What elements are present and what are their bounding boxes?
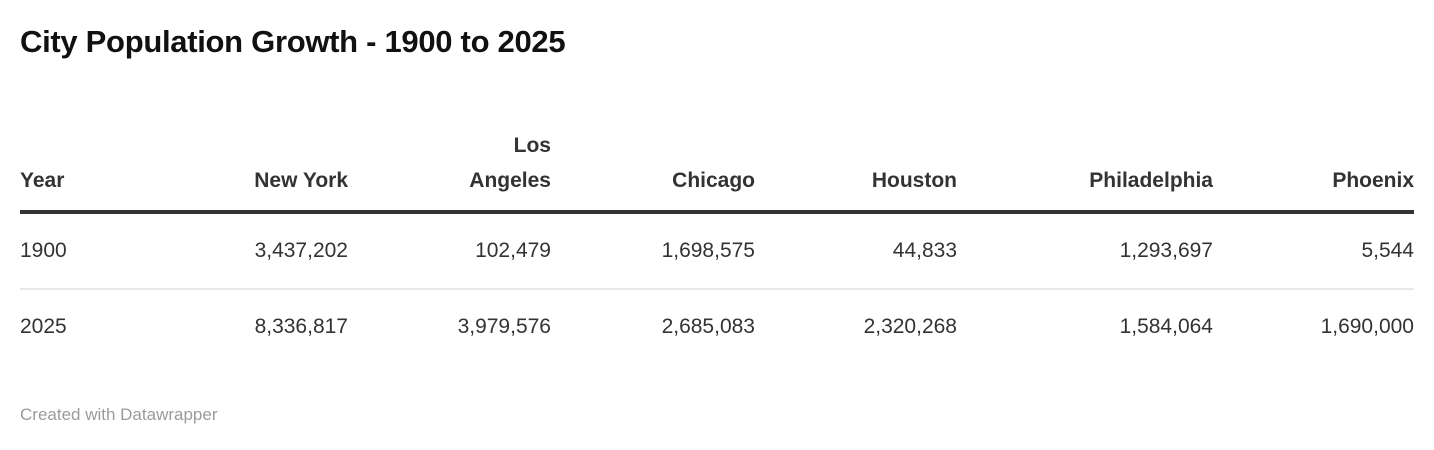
column-header-label: New York (254, 169, 348, 192)
table-header: Year New York Los Angeles Chicago Housto… (20, 116, 1414, 214)
table-body: 1900 3,437,202 102,479 1,698,575 44,833 … (20, 212, 1414, 364)
table-cell: 2,320,268 (863, 315, 957, 338)
table-cell: 3,437,202 (148, 212, 348, 290)
datawrapper-credit-link[interactable]: Created with Datawrapper (20, 405, 218, 424)
population-table: Year New York Los Angeles Chicago Housto… (20, 116, 1414, 364)
column-header-philadelphia: Philadelphia (957, 116, 1213, 214)
cell-year: 1900 (20, 212, 148, 290)
column-header-houston: Houston (755, 116, 957, 214)
table-cell: 5,544 (1213, 212, 1414, 290)
table-cell: 1,584,064 (1119, 315, 1213, 338)
column-header-label: Chicago (672, 169, 755, 192)
column-header-chicago: Chicago (551, 116, 755, 214)
table-cell: 1,293,697 (957, 212, 1213, 290)
column-header-label: Phoenix (1332, 169, 1414, 192)
table-row-2025: 2025 8,336,817 3,979,576 2,685,083 2,320… (20, 289, 1414, 364)
table-cell: 44,833 (755, 212, 957, 290)
chart-footer: Created with Datawrapper (20, 404, 1414, 426)
column-header-year: Year (20, 116, 148, 214)
column-header-label: Philadelphia (1089, 169, 1213, 192)
column-header-los-angeles: Los Angeles (348, 116, 551, 214)
table-cell: 102,479 (348, 212, 551, 290)
cell-year: 2025 (20, 315, 67, 338)
column-header-label: Year (20, 169, 65, 192)
table-row-1900: 1900 3,437,202 102,479 1,698,575 44,833 … (20, 212, 1414, 290)
header-row: Year New York Los Angeles Chicago Housto… (20, 116, 1414, 214)
table-cell: 2,685,083 (661, 315, 755, 338)
column-header-label: Los Angeles (469, 134, 551, 192)
table-cell: 3,979,576 (457, 315, 551, 338)
column-header-phoenix: Phoenix (1213, 116, 1414, 214)
column-header-new-york: New York (148, 116, 348, 214)
table-cell: 1,690,000 (1320, 315, 1414, 338)
chart-title: City Population Growth - 1900 to 2025 (20, 24, 566, 59)
table-cell: 1,698,575 (551, 212, 755, 290)
table-cell: 8,336,817 (254, 315, 348, 338)
column-header-label: Houston (871, 169, 957, 192)
